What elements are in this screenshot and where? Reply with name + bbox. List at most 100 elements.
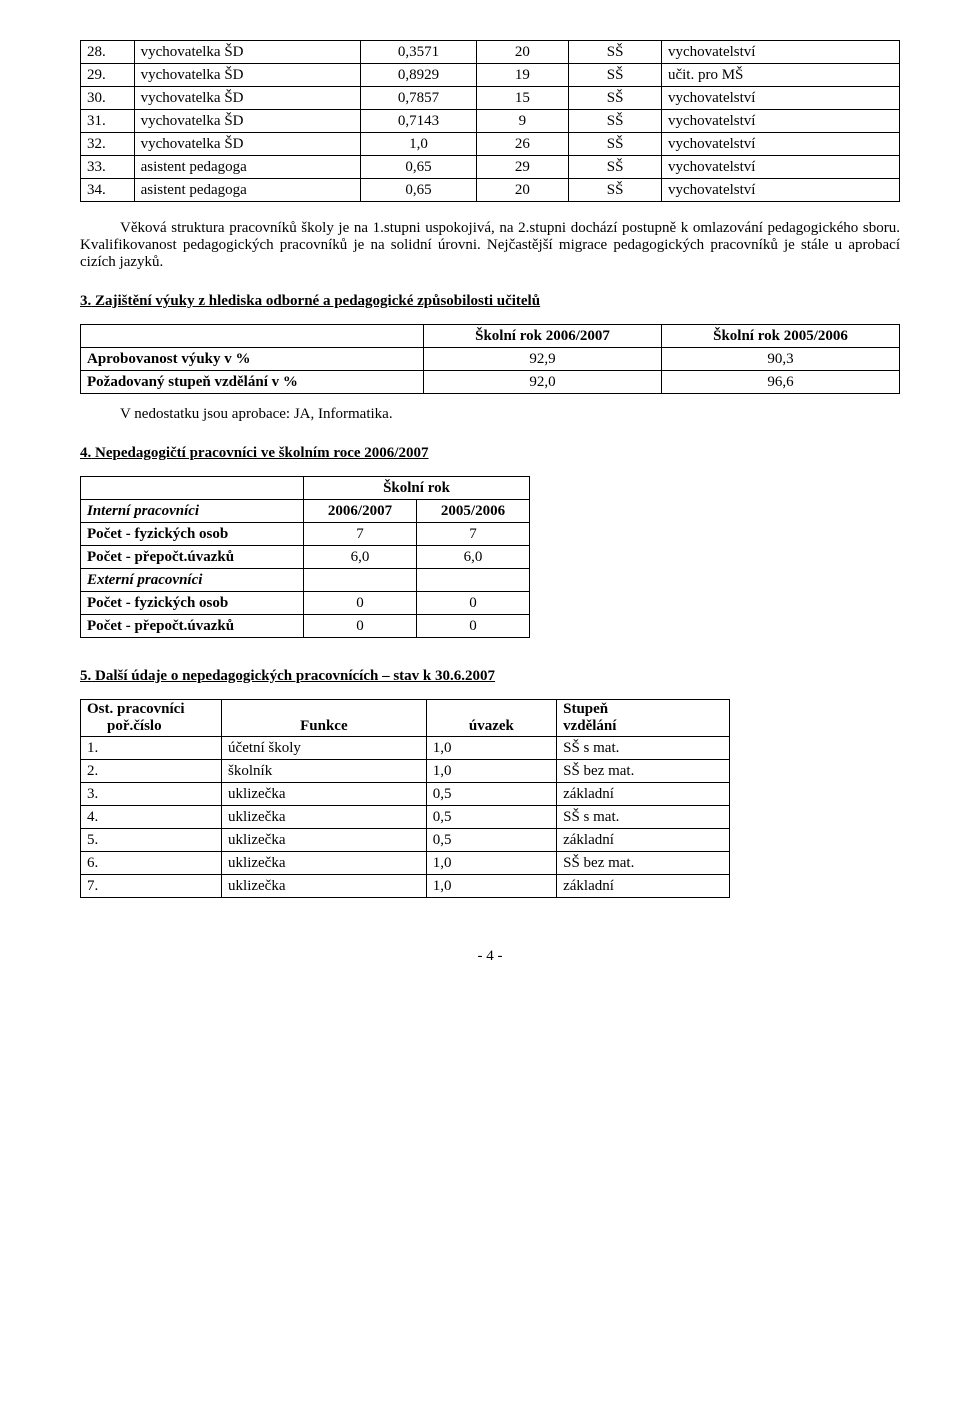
row-externi-label: Externí pracovníci <box>81 569 304 592</box>
cell: vychovatelství <box>661 87 899 110</box>
cell: 4. <box>81 806 222 829</box>
row-ext-fyz-label: Počet - fyzických osob <box>81 592 304 615</box>
row-vzdelani-0607: 92,0 <box>424 371 662 394</box>
cell: 1,0 <box>426 760 556 783</box>
row-ext-prep-0506: 0 <box>417 615 530 638</box>
table-row: 1.účetní školy1,0SŠ s mat. <box>81 737 730 760</box>
col-0506: 2005/2006 <box>417 500 530 523</box>
cell: 31. <box>81 110 135 133</box>
cell: 0,5 <box>426 783 556 806</box>
cell: základní <box>557 783 730 806</box>
cell: SŠ s mat. <box>557 806 730 829</box>
row-int-fyz-label: Počet - fyzických osob <box>81 523 304 546</box>
cell: 0,3571 <box>361 41 476 64</box>
table-row: 2.školník1,0SŠ bez mat. <box>81 760 730 783</box>
nonped-table: Školní rok Interní pracovníci 2006/2007 … <box>80 476 530 638</box>
table-row: 30.vychovatelka ŠD0,785715SŠvychovatelst… <box>81 87 900 110</box>
cell: SŠ <box>569 87 662 110</box>
row-aprobovanost-0607: 92,9 <box>424 348 662 371</box>
section3-num: 3. <box>80 293 91 309</box>
cell: 26 <box>476 133 569 156</box>
cell: SŠ bez mat. <box>557 852 730 875</box>
cell: 28. <box>81 41 135 64</box>
cell: 20 <box>476 41 569 64</box>
cell: 0,7857 <box>361 87 476 110</box>
cell: 0,8929 <box>361 64 476 87</box>
col-year-0506: Školní rok 2005/2006 <box>662 325 900 348</box>
cell: SŠ <box>569 41 662 64</box>
table-row: 31.vychovatelka ŠD0,71439SŠvychovatelstv… <box>81 110 900 133</box>
table-row: 6.uklizečka1,0SŠ bez mat. <box>81 852 730 875</box>
cell: uklizečka <box>222 829 427 852</box>
table-row: 3.uklizečka0,5základní <box>81 783 730 806</box>
cell: 0,65 <box>361 179 476 202</box>
cell: 32. <box>81 133 135 156</box>
ost-h1b: poř.číslo <box>87 718 162 734</box>
row-aprobovanost-0506: 90,3 <box>662 348 900 371</box>
cell: 3. <box>81 783 222 806</box>
cell: 2. <box>81 760 222 783</box>
cell: 19 <box>476 64 569 87</box>
cell: uklizečka <box>222 806 427 829</box>
cell: 1,0 <box>361 133 476 156</box>
cell: uklizečka <box>222 852 427 875</box>
ost-h2: Funkce <box>222 700 427 737</box>
cell: školník <box>222 760 427 783</box>
row-ext-prep-label: Počet - přepočt.úvazků <box>81 615 304 638</box>
ost-h1a: Ost. pracovníci <box>87 701 185 717</box>
cell: 1,0 <box>426 737 556 760</box>
cell: asistent pedagoga <box>134 179 361 202</box>
col-0607: 2006/2007 <box>304 500 417 523</box>
paragraph-age-structure: Věková struktura pracovníků školy je na … <box>80 220 900 271</box>
ost-table: Ost. pracovníci poř.číslo Funkce úvazek … <box>80 699 730 898</box>
cell: základní <box>557 829 730 852</box>
blank-cell <box>81 325 424 348</box>
cell: vychovatelství <box>661 41 899 64</box>
cell: vychovatelství <box>661 133 899 156</box>
col-year-0607: Školní rok 2006/2007 <box>424 325 662 348</box>
cell: vychovatelka ŠD <box>134 87 361 110</box>
cell: vychovatelství <box>661 156 899 179</box>
row-int-fyz-0607: 7 <box>304 523 417 546</box>
blank-cell <box>81 477 304 500</box>
row-vzdelani-label: Požadovaný stupeň vzdělání v % <box>81 371 424 394</box>
qualification-table: Školní rok 2006/2007 Školní rok 2005/200… <box>80 324 900 394</box>
cell: 1. <box>81 737 222 760</box>
cell: vychovatelka ŠD <box>134 110 361 133</box>
cell: základní <box>557 875 730 898</box>
row-ext-fyz-0506: 0 <box>417 592 530 615</box>
cell: asistent pedagoga <box>134 156 361 179</box>
row-aprobovanost-label: Aprobovanost výuky v % <box>81 348 424 371</box>
table-row: 29.vychovatelka ŠD0,892919SŠučit. pro MŠ <box>81 64 900 87</box>
cell: 9 <box>476 110 569 133</box>
cell: vychovatelství <box>661 179 899 202</box>
cell: 20 <box>476 179 569 202</box>
blank-cell <box>417 569 530 592</box>
cell: SŠ s mat. <box>557 737 730 760</box>
row-interni-label: Interní pracovníci <box>81 500 304 523</box>
section3-title: Zajištění výuky z hlediska odborné a ped… <box>95 293 540 309</box>
section5-heading: 5. Další údaje o nepedagogických pracovn… <box>80 668 900 685</box>
page-number: - 4 - <box>80 948 900 965</box>
staff-table: 28.vychovatelka ŠD0,357120SŠvychovatelst… <box>80 40 900 202</box>
cell: 0,7143 <box>361 110 476 133</box>
cell: uklizečka <box>222 783 427 806</box>
section4-heading: 4. Nepedagogičtí pracovníci ve školním r… <box>80 445 900 462</box>
table-row: 33.asistent pedagoga0,6529SŠvychovatelst… <box>81 156 900 179</box>
cell: 29 <box>476 156 569 179</box>
cell: vychovatelka ŠD <box>134 133 361 156</box>
cell: účetní školy <box>222 737 427 760</box>
cell: 1,0 <box>426 875 556 898</box>
table-row: 5.uklizečka0,5základní <box>81 829 730 852</box>
cell: 34. <box>81 179 135 202</box>
cell: 33. <box>81 156 135 179</box>
cell: uklizečka <box>222 875 427 898</box>
cell: učit. pro MŠ <box>661 64 899 87</box>
table-row: 32.vychovatelka ŠD1,026SŠvychovatelství <box>81 133 900 156</box>
ost-h3: úvazek <box>426 700 556 737</box>
cell: SŠ <box>569 133 662 156</box>
blank-cell <box>304 569 417 592</box>
cell: SŠ <box>569 64 662 87</box>
table-row: 7.uklizečka1,0základní <box>81 875 730 898</box>
cell: 7. <box>81 875 222 898</box>
